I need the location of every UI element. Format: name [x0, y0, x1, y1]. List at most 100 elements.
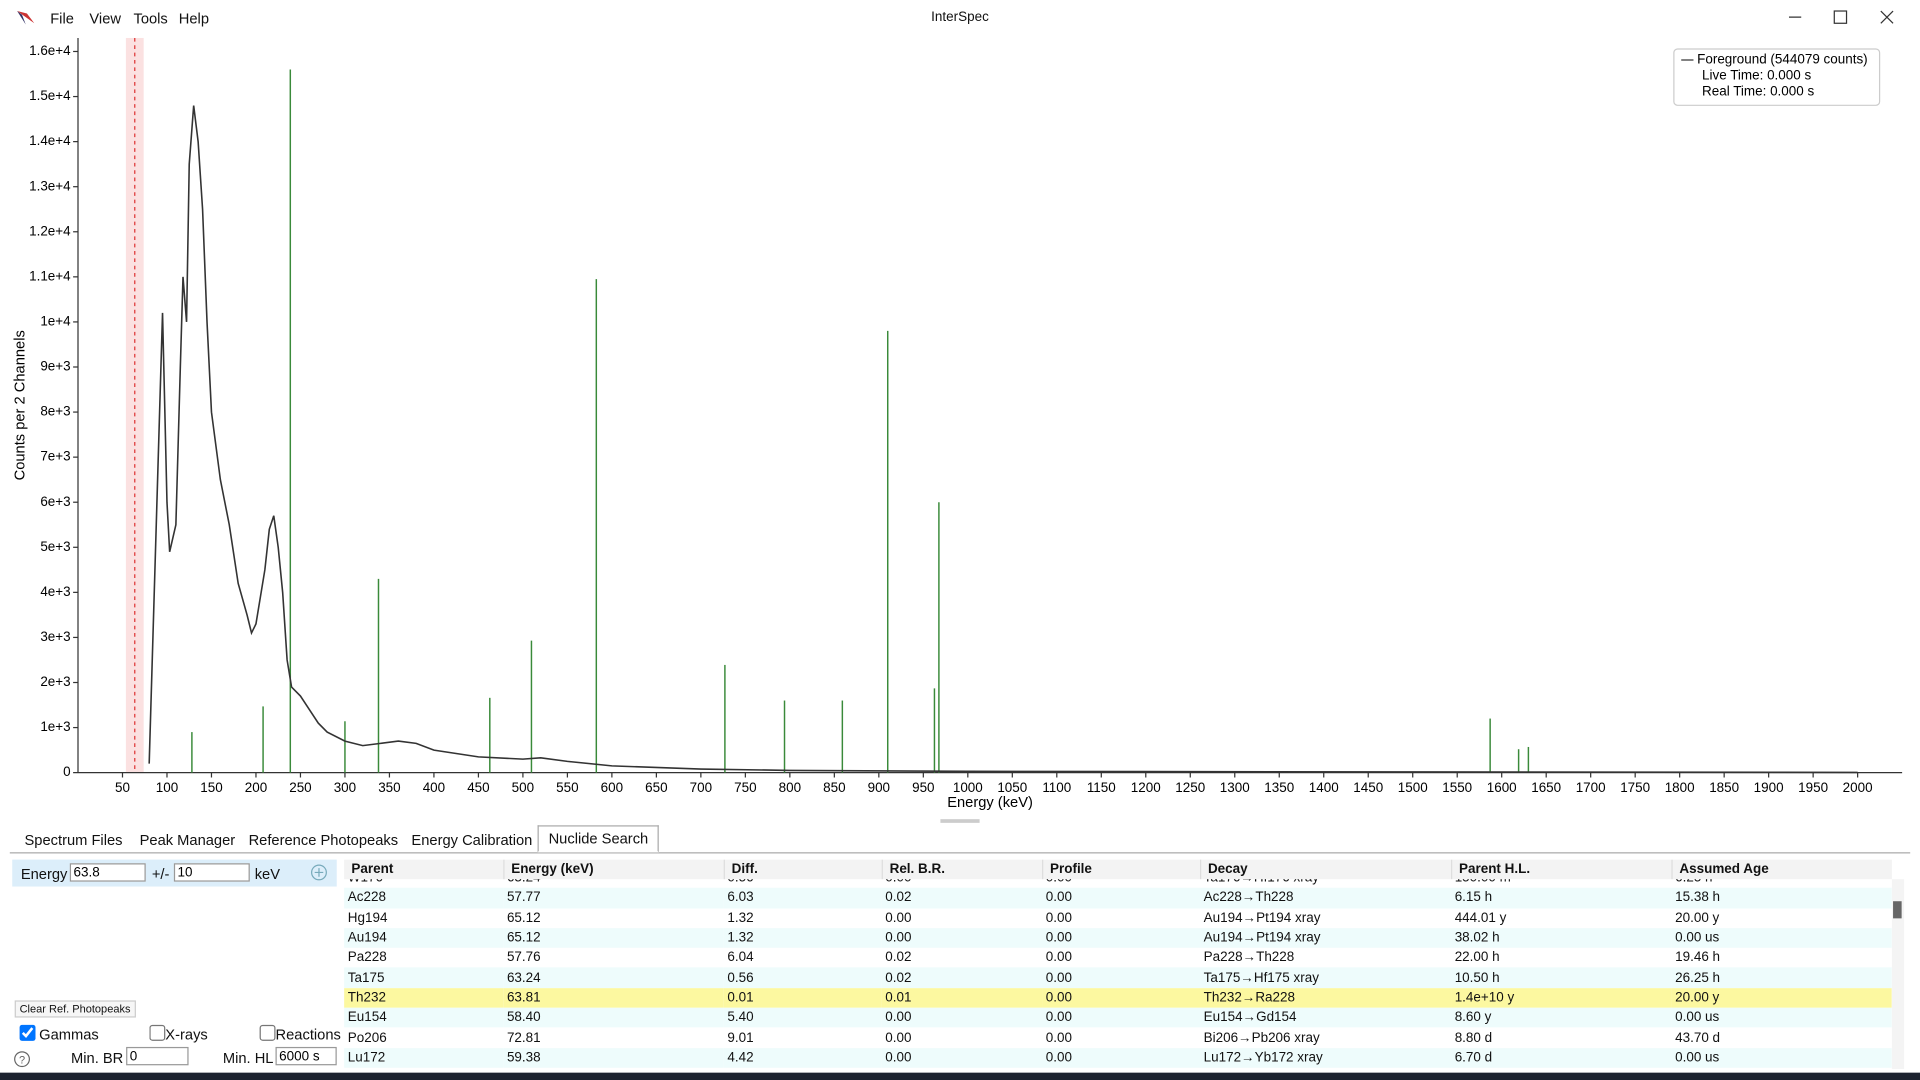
x-tick-label: 1550	[1442, 780, 1472, 795]
column-header[interactable]: Profile	[1042, 859, 1201, 880]
x-tick-label: 1750	[1620, 780, 1650, 795]
tab[interactable]: Spectrum Files	[24, 831, 123, 849]
table-row[interactable]: Lu172 59.38 4.42 0.00 0.00 Lu172→Yb172 xray 6.…	[344, 1047, 1892, 1068]
table-row[interactable]: Po206 72.81 9.01 0.00 0.00 Bi206→Pb206 xray 8.…	[344, 1028, 1892, 1048]
help-icon[interactable]: ?	[12, 1049, 32, 1069]
table-cell: 9.01	[727, 1030, 754, 1046]
menu-item[interactable]: Help	[178, 9, 210, 27]
table-row[interactable]: Th232 63.81 0.01 0.01 0.00 Th232→Ra228 1.4e+10…	[344, 987, 1892, 1008]
table-row[interactable]: Au194 65.12 1.32 0.00 0.00 Au194→Pt194 xray 38…	[344, 928, 1892, 948]
table-cell: 72.81	[506, 1030, 541, 1046]
x-tick-label: 1150	[1087, 780, 1116, 795]
y-axis-label: Counts per 2 Channels	[13, 330, 29, 480]
clear-button[interactable]: Clear Ref. Photopeaks	[14, 1000, 136, 1018]
tab[interactable]: Reference Photopeaks	[248, 831, 399, 849]
y-tick-label: 1.4e+4	[29, 133, 71, 148]
gammas-checkbox[interactable]	[19, 1023, 36, 1043]
table-cell: 0.00	[1045, 910, 1072, 926]
x-tick-label: 1800	[1665, 780, 1695, 795]
y-tick-label: 4e+3	[40, 584, 70, 599]
add-button[interactable]	[310, 863, 328, 881]
splitter[interactable]	[940, 819, 980, 823]
column-header[interactable]: Rel. B.R.	[881, 859, 1043, 880]
y-tick-label: 0	[63, 764, 70, 779]
column-header[interactable]: Diff.	[723, 859, 883, 880]
title-bar: File View Tools Help InterSpec	[0, 0, 1920, 35]
min-br-input[interactable]	[126, 1046, 189, 1066]
reactions-checkbox[interactable]	[259, 1023, 276, 1043]
x-tick-label: 400	[423, 780, 445, 795]
table-row[interactable]: Hg194 65.12 1.32 0.00 0.00 Au194→Pt194 xray 44…	[344, 908, 1892, 928]
table-cell: 1.32	[727, 910, 754, 926]
table-cell: 57.76	[506, 950, 541, 966]
tab[interactable]: Nuclide Search	[537, 825, 660, 853]
y-tick-label: 1.1e+4	[29, 268, 71, 283]
table-cell: 63.24	[503, 967, 724, 988]
min-hl-input[interactable]	[275, 1046, 337, 1066]
menu-item[interactable]: Tools	[133, 9, 168, 27]
column-header[interactable]: Assumed Age	[1671, 859, 1892, 880]
y-tick-label: 1e+3	[40, 719, 70, 734]
table-cell: 19.46 h	[1675, 950, 1721, 966]
tolerance-input[interactable]	[173, 863, 250, 882]
tab[interactable]: Energy Calibration	[411, 831, 533, 849]
x-tick-label: 650	[645, 780, 667, 795]
xrays-checkbox[interactable]	[149, 1023, 166, 1043]
energy-input[interactable]	[69, 863, 146, 882]
x-tick-label: 550	[556, 780, 578, 795]
spectrum-line	[148, 105, 1858, 774]
x-tick-label: 1450	[1353, 780, 1383, 795]
y-tick-label: 9e+3	[40, 359, 70, 374]
table-cell: 0.00 us	[1671, 1047, 1892, 1068]
column-header[interactable]: Decay	[1200, 859, 1452, 880]
table-cell: 0.00 us	[1671, 1007, 1892, 1028]
menu-item[interactable]: File	[50, 9, 74, 27]
legend-entry: Foreground (544079 counts)	[1697, 52, 1868, 67]
table-cell: 444.01 y	[1454, 910, 1507, 926]
x-tick-label: 1000	[953, 780, 983, 795]
scrollbar[interactable]	[1891, 879, 1905, 1069]
table-cell: 15.38 h	[1671, 888, 1892, 909]
x-tick-label: 1300	[1220, 780, 1250, 795]
x-tick-label: 500	[512, 780, 534, 795]
column-header[interactable]: Energy (keV)	[503, 859, 725, 880]
legend-box	[1673, 48, 1881, 106]
y-tick-label: 6e+3	[40, 494, 70, 509]
table-cell: Pa228→Th228	[1203, 950, 1295, 966]
table-cell: 0.00 us	[1671, 928, 1892, 948]
table-cell: 57.77	[503, 888, 724, 909]
table-cell: 0.00	[1042, 987, 1201, 1008]
table-cell: 6.03	[723, 888, 882, 909]
x-tick-label: 800	[779, 780, 801, 795]
table-cell: 4.42	[723, 1047, 882, 1068]
table-cell: 8.60 y	[1451, 1007, 1672, 1028]
table-cell: 0.01	[723, 987, 882, 1008]
x-tick-label: 1950	[1798, 780, 1828, 795]
table-cell: Ta175→Hf175 xray	[1200, 967, 1452, 988]
x-tick-label: 200	[245, 780, 267, 795]
table-row[interactable]: Pa228 57.76 6.04 0.02 0.00 Pa228→Th228 22.00 h…	[344, 948, 1892, 968]
x-tick-label: 1250	[1175, 780, 1205, 795]
table-cell: Pa228	[347, 950, 387, 966]
tab[interactable]: Peak Manager	[139, 831, 236, 849]
table-cell: 0.56	[723, 967, 882, 988]
column-header[interactable]: Parent	[344, 859, 504, 880]
table-cell: 10.50 h	[1451, 967, 1672, 988]
menu-item[interactable]: View	[89, 9, 121, 27]
label: Min. BR	[71, 1049, 124, 1067]
table-cell: 0.00	[885, 910, 912, 926]
x-tick-label: 2000	[1843, 780, 1873, 795]
window-controls[interactable]	[1782, 7, 1904, 27]
results-table: W17663.240.560.000.00Ta176→Hf176 xray150…	[344, 859, 1892, 1069]
table-cell: 0.00	[881, 1007, 1043, 1028]
x-tick-label: 1050	[997, 780, 1027, 795]
table-row[interactable]: Ta175 63.24 0.56 0.02 0.00 Ta175→Hf175 xray 10…	[344, 967, 1892, 988]
table-cell: Ta175	[344, 967, 504, 988]
table-cell: 0.02	[881, 967, 1043, 988]
column-header[interactable]: Parent H.L.	[1451, 859, 1673, 880]
table-cell: Eu154	[344, 1007, 504, 1028]
label: Min. HL	[222, 1049, 274, 1067]
x-tick-label: 1900	[1754, 780, 1784, 795]
